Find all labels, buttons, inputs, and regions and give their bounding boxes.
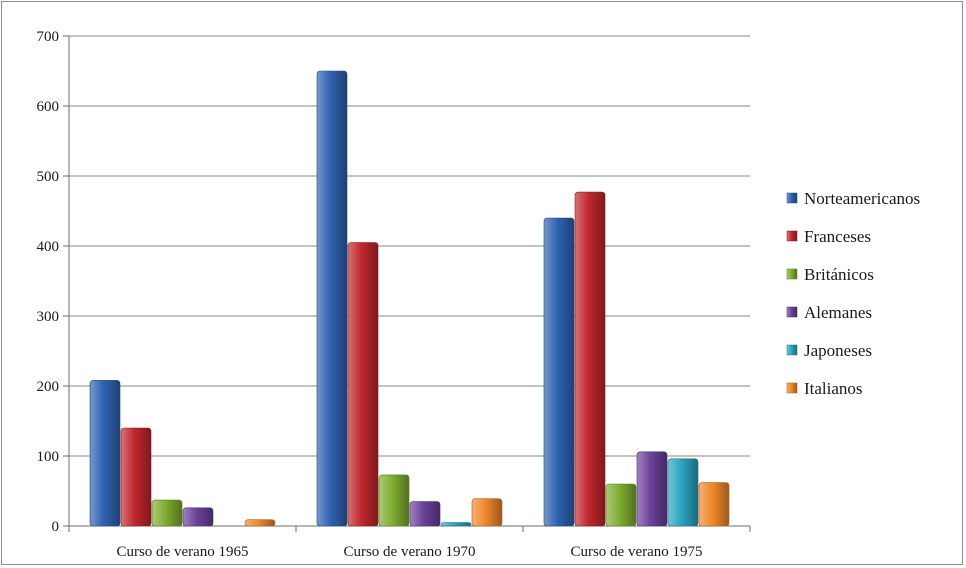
legend-swatch: [786, 344, 798, 356]
bar-japoneses-3: [667, 458, 699, 527]
bar-británicos-3: [605, 483, 637, 527]
bar-franceses-1: [120, 427, 152, 527]
legend-label: Japoneses: [804, 341, 872, 360]
y-tick-label: 400: [37, 239, 60, 255]
bar-japoneses-2: [440, 522, 472, 527]
x-category-label: Curso de verano 1975: [570, 544, 702, 560]
legend-swatch: [786, 268, 798, 280]
bar-alemanes-3: [636, 451, 668, 527]
legend-swatch: [786, 192, 798, 204]
bar-norteamericanos-1: [89, 380, 121, 527]
bar-británicos-1: [151, 499, 183, 527]
y-tick-label: 0: [52, 519, 60, 535]
legend-label: Alemanes: [804, 303, 872, 322]
bar-italianos-2: [471, 498, 503, 527]
y-tick-label: 200: [37, 379, 60, 395]
bar-italianos-1: [244, 519, 276, 527]
bars: [89, 70, 730, 527]
y-tick-label: 700: [37, 29, 60, 45]
legend-label: Franceses: [804, 227, 871, 246]
legend: Norteamericanos Franceses Británicos Aleman…: [786, 189, 920, 398]
bar-italianos-3: [698, 482, 730, 527]
legend-swatch: [786, 306, 798, 318]
bar-alemanes-1: [182, 507, 214, 527]
y-tick-label: 100: [37, 449, 60, 465]
axis-labels: 0 100 200 300 400 500 600 700 Curso de verano 19…: [37, 29, 703, 560]
bar-franceses-2: [347, 242, 379, 527]
legend-label: Italianos: [804, 379, 863, 398]
legend-swatch: [786, 382, 798, 394]
bar-británicos-2: [378, 474, 410, 527]
y-tick-label: 500: [37, 169, 60, 185]
bar-norteamericanos-2: [316, 70, 348, 527]
legend-label: Norteamericanos: [804, 189, 920, 208]
bar-franceses-3: [574, 191, 606, 527]
gridlines: [69, 35, 750, 457]
y-tick-label: 600: [37, 99, 60, 115]
legend-swatch: [786, 230, 798, 242]
axes: [63, 35, 751, 532]
y-tick-label: 300: [37, 309, 60, 325]
bar-norteamericanos-3: [543, 217, 575, 527]
x-category-label: Curso de verano 1965: [116, 544, 248, 560]
legend-label: Británicos: [804, 265, 874, 284]
bar-alemanes-2: [409, 501, 441, 527]
x-category-label: Curso de verano 1970: [343, 544, 475, 560]
